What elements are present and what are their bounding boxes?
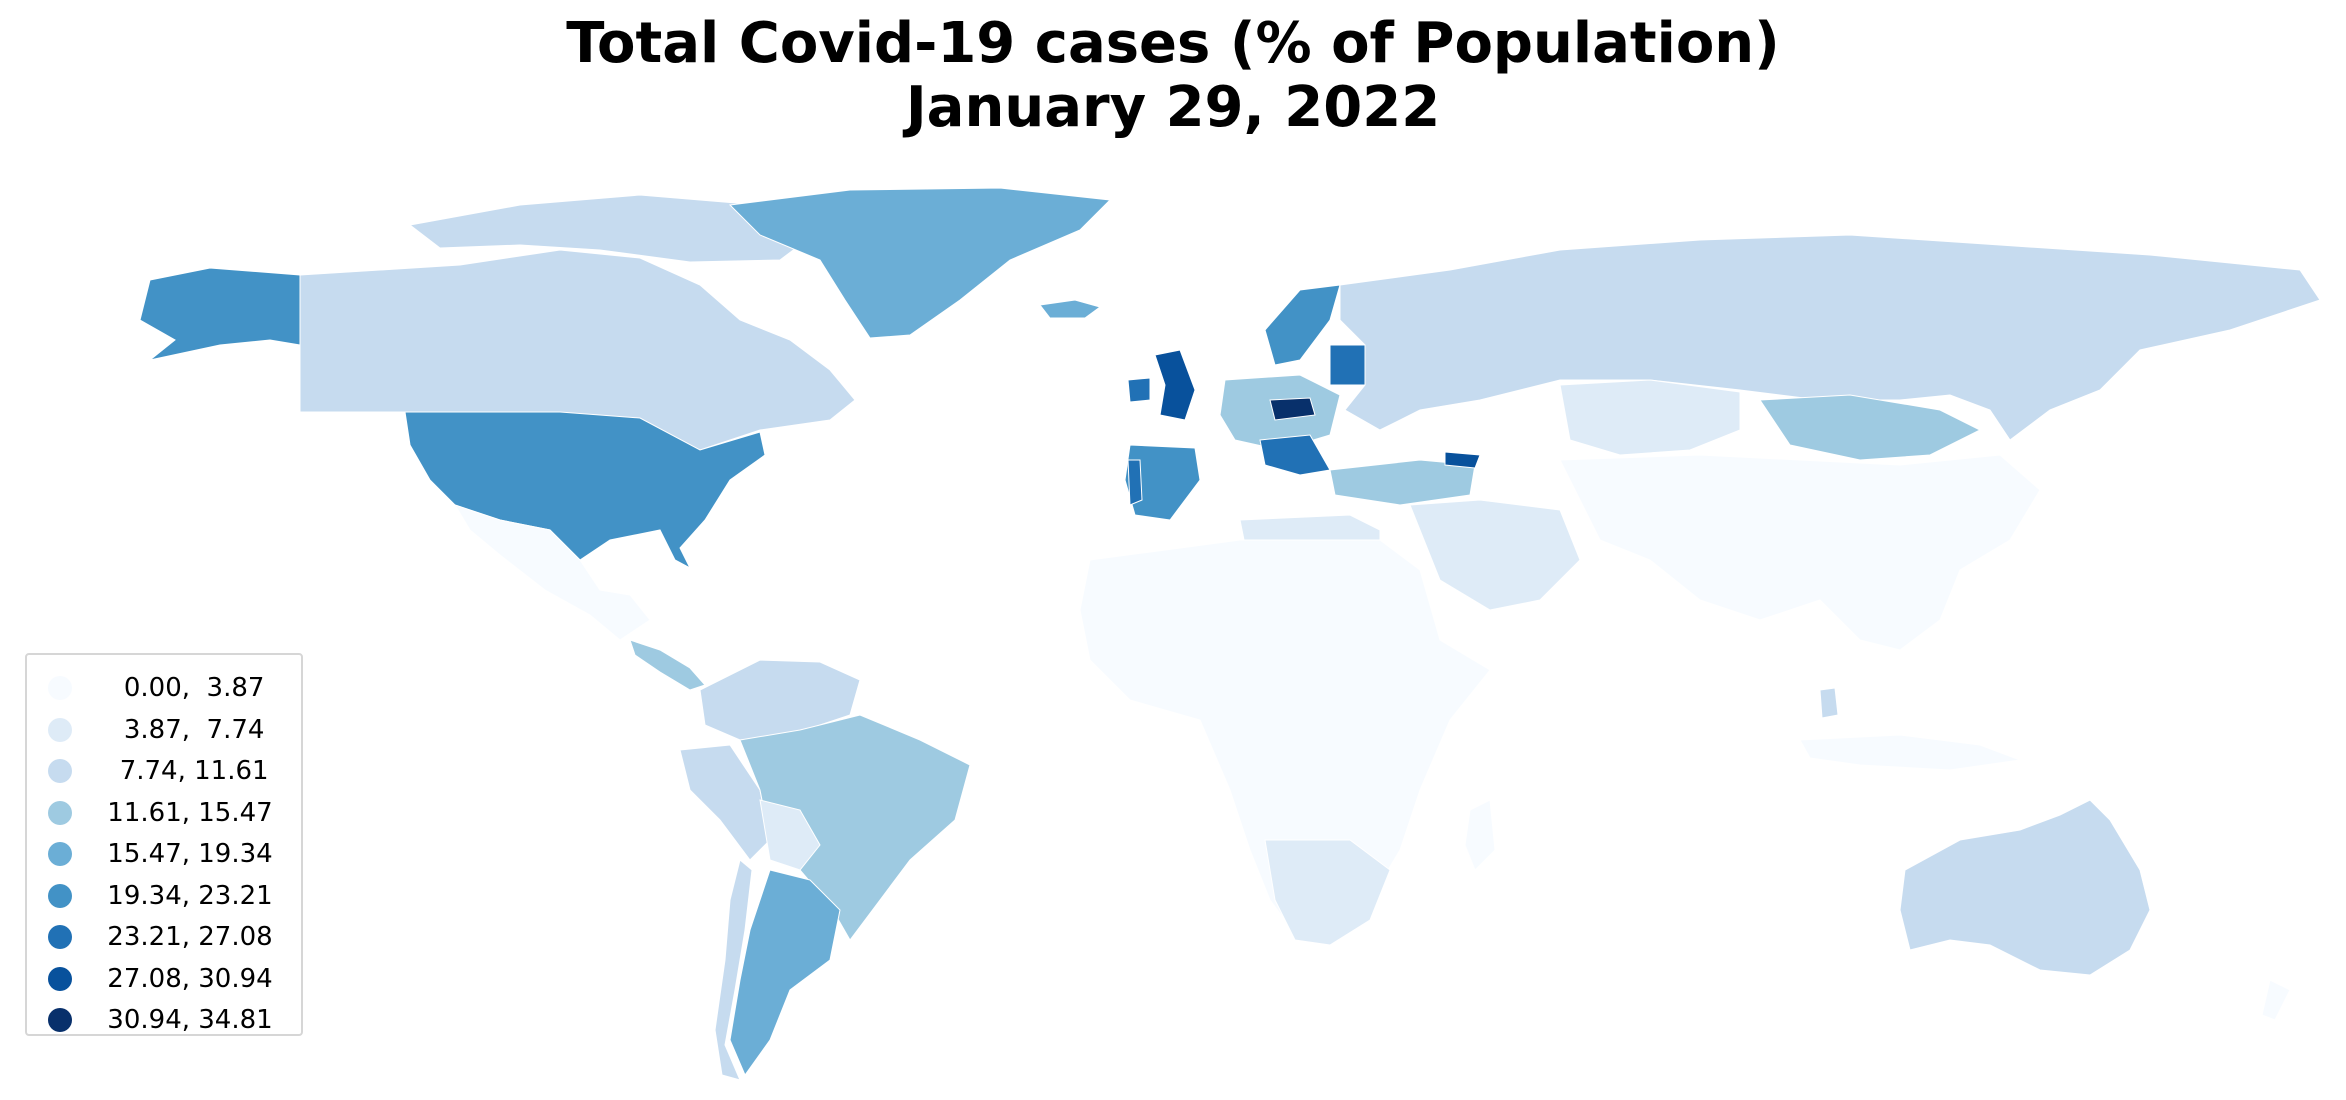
legend-item: 23.21, 27.08 xyxy=(27,916,301,958)
region-middle-east xyxy=(1409,499,1581,611)
region-georgia xyxy=(1444,451,1481,469)
region-colombia-venezuela xyxy=(699,659,861,741)
legend-label: 11.61, 15.47 xyxy=(107,797,273,828)
region-argentina xyxy=(729,869,841,1077)
legend-item: 7.74, 11.61 xyxy=(27,750,301,792)
legend-label: 23.21, 27.08 xyxy=(107,922,273,952)
region-new-zealand xyxy=(2261,979,2291,1021)
legend-item: 0.00, 3.87 xyxy=(27,667,301,709)
legend-swatch xyxy=(48,925,72,949)
region-mongolia xyxy=(1759,394,1982,461)
legend-item: 19.34, 23.21 xyxy=(27,875,301,917)
region-peru xyxy=(679,744,771,861)
region-iceland xyxy=(1039,299,1102,319)
region-asia xyxy=(1559,454,2041,651)
region-portugal xyxy=(1127,459,1143,506)
legend: 0.00, 3.87 3.87, 7.74 7.74, 11.61 11.61, … xyxy=(25,653,303,1036)
legend-swatch xyxy=(48,883,72,908)
legend-label: 30.94, 34.81 xyxy=(107,1005,273,1035)
region-chile xyxy=(714,859,753,1081)
legend-swatch xyxy=(48,717,72,742)
region-czechia xyxy=(1269,397,1316,421)
legend-label: 7.74, 11.61 xyxy=(111,756,269,786)
region-uk xyxy=(1154,349,1196,421)
legend-item: 30.94, 34.81 xyxy=(27,999,301,1041)
region-southern-africa xyxy=(1264,839,1391,946)
region-australia xyxy=(1899,799,2151,976)
legend-label: 0.00, 3.87 xyxy=(115,673,265,703)
legend-item: 11.61, 15.47 xyxy=(27,792,301,834)
region-greenland xyxy=(728,187,1112,339)
legend-label: 15.47, 19.34 xyxy=(107,839,273,869)
legend-swatch xyxy=(48,842,72,866)
title-line-2: January 29, 2022 xyxy=(905,75,1441,140)
legend-swatch xyxy=(48,759,72,783)
region-ireland xyxy=(1127,377,1151,403)
legend-swatch xyxy=(48,1008,72,1032)
region-baltics xyxy=(1329,344,1366,386)
region-balkans xyxy=(1259,434,1331,476)
region-bolivia xyxy=(759,799,821,871)
legend-label: 3.87, 7.74 xyxy=(115,714,265,745)
legend-item: 27.08, 30.94 xyxy=(27,958,301,1000)
region-iberia xyxy=(1124,444,1201,521)
legend-label: 27.08, 30.94 xyxy=(107,963,273,994)
region-scandinavia xyxy=(1264,284,1341,366)
legend-item: 15.47, 19.34 xyxy=(27,833,301,875)
region-turkey xyxy=(1329,459,1476,506)
legend-label: 19.34, 23.21 xyxy=(107,880,273,911)
legend-item: 3.87, 7.74 xyxy=(27,709,301,751)
region-alaska xyxy=(139,267,301,361)
legend-swatch xyxy=(48,800,72,825)
region-canada-islands xyxy=(408,194,821,263)
region-indonesia xyxy=(1799,734,2021,771)
region-philippines xyxy=(1819,687,1839,719)
region-mexico xyxy=(453,504,651,641)
region-russia xyxy=(1339,234,2321,441)
chart-title: Total Covid-19 cases (% of Population) J… xyxy=(0,12,2346,140)
legend-swatch xyxy=(48,676,72,700)
region-central-america xyxy=(629,639,706,691)
region-madagascar xyxy=(1464,799,1496,871)
title-line-1: Total Covid-19 cases (% of Population) xyxy=(566,11,1780,76)
region-kazakhstan xyxy=(1559,379,1741,456)
legend-swatch xyxy=(48,966,72,991)
